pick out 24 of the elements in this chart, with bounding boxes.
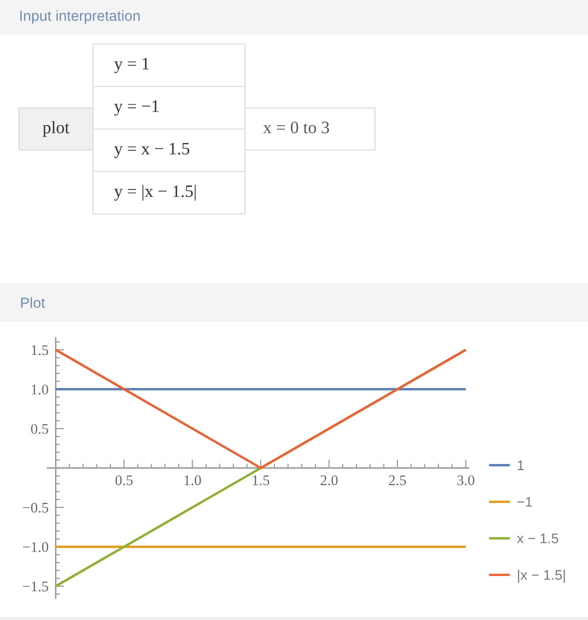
legend-label: −1 bbox=[517, 497, 532, 507]
text: plot bbox=[42, 121, 70, 137]
y-tick-label: 1.0 bbox=[32, 384, 48, 394]
chart-title: Plot bbox=[21, 297, 46, 308]
x-tick-label: 2.5 bbox=[388, 475, 406, 486]
x-tick-label: 1.0 bbox=[184, 475, 201, 486]
x-tick-label: 1.5 bbox=[252, 475, 270, 486]
y-tick-label: −1.5 bbox=[23, 582, 48, 592]
text: y = 1 bbox=[114, 58, 149, 74]
y-tick-label: −1.0 bbox=[23, 542, 48, 552]
x-tick-label: 3.0 bbox=[457, 475, 474, 486]
y-tick-label: −0.5 bbox=[23, 502, 48, 513]
legend-label: |x − 1.5| bbox=[518, 570, 565, 583]
legend-label: 1 bbox=[518, 460, 524, 470]
x-tick-label: 0.5 bbox=[115, 475, 133, 486]
y-tick-label: 0.5 bbox=[31, 424, 48, 434]
y-tick-label: 1.5 bbox=[32, 345, 48, 356]
text: y = x − 1.5 bbox=[114, 142, 190, 158]
text: y = −1 bbox=[114, 100, 159, 116]
x-tick-label: 2.0 bbox=[320, 475, 338, 486]
legend-label: x − 1.5 bbox=[516, 534, 558, 544]
text: x = 0 to 3 bbox=[263, 122, 330, 134]
text: y = |x − 1.5| bbox=[114, 184, 196, 201]
text: Input interpretation bbox=[20, 10, 140, 24]
